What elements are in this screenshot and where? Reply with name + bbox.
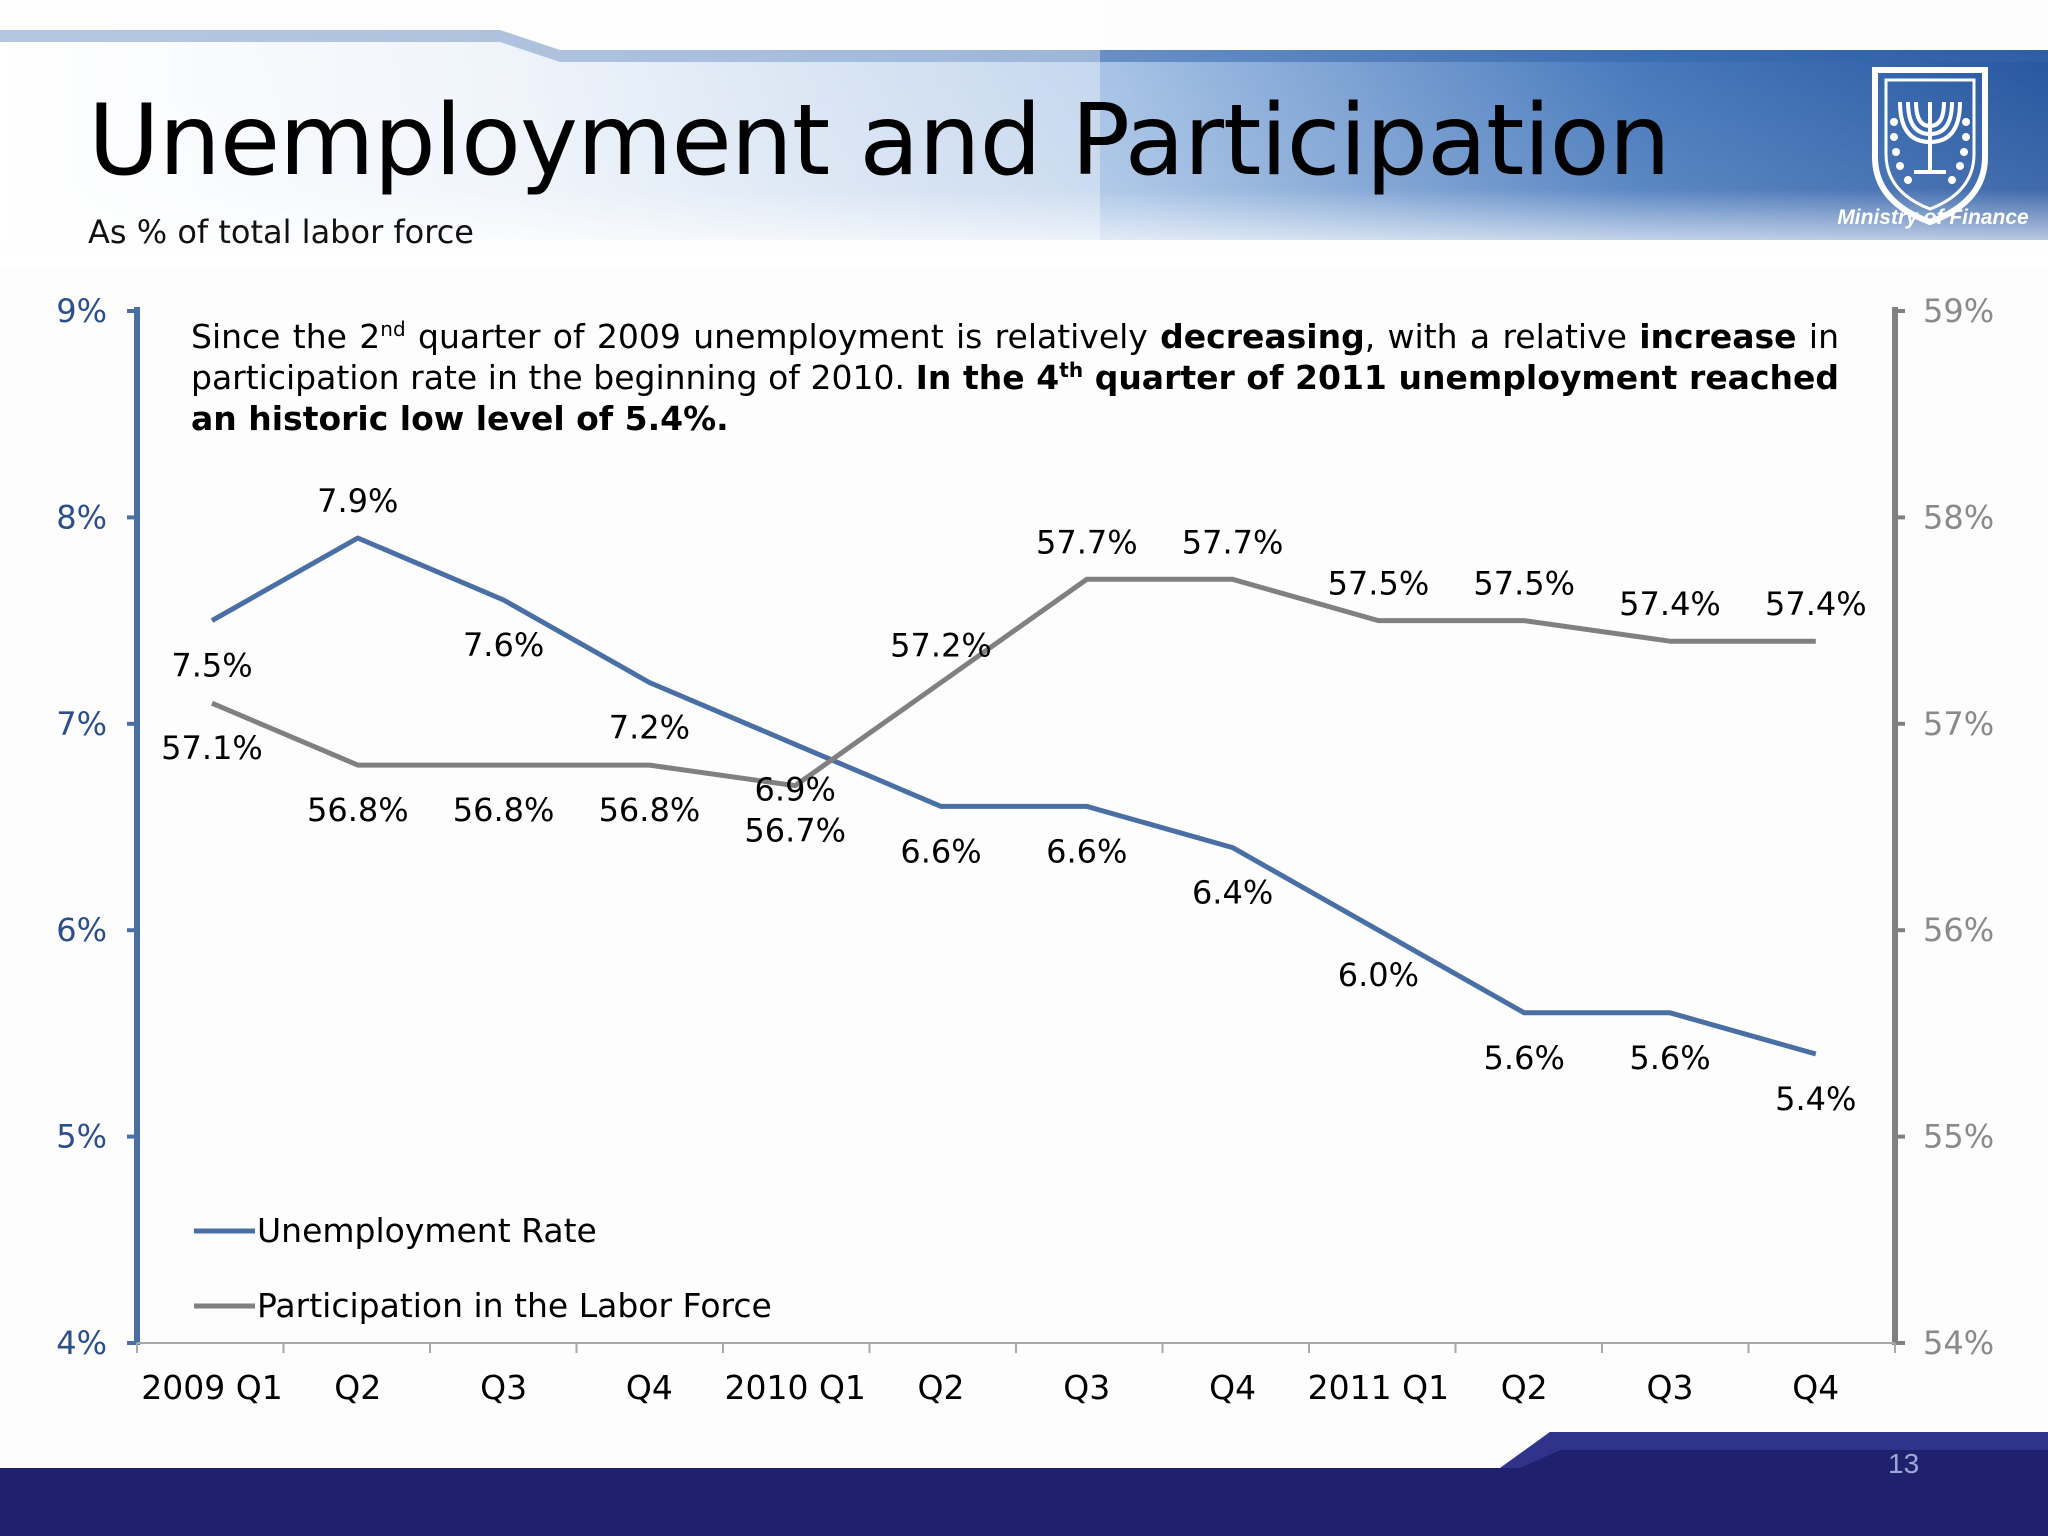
slide-subtitle: As % of total labor force: [88, 213, 474, 251]
x-axis-tick-label: Q3: [1063, 1368, 1110, 1407]
right-axis-tick-label: 57%: [1923, 705, 1994, 743]
slide-title: Unemployment and Participation: [88, 84, 1671, 198]
right-axis-tick-label: 58%: [1923, 498, 1994, 536]
logo-caption: Ministry of Finance: [1837, 206, 2029, 229]
note-superscript: nd: [380, 317, 406, 341]
left-axis-tick-label: 8%: [56, 498, 107, 536]
left-axis-tick-label: 5%: [56, 1118, 107, 1156]
x-axis-tick-label: Q3: [1647, 1368, 1694, 1407]
data-label: 57.5%: [1473, 565, 1575, 603]
right-axis-tick-label: 56%: [1923, 911, 1994, 949]
x-axis-tick-label: Q4: [626, 1368, 673, 1407]
right-axis-tick-label: 54%: [1923, 1324, 1994, 1362]
data-label: 57.5%: [1328, 565, 1430, 603]
series-lines-layer: [210, 535, 1817, 1057]
x-axis-tick-label: Q4: [1792, 1368, 1839, 1407]
x-axis-tick-label: Q3: [480, 1368, 527, 1407]
data-label: 5.4%: [1775, 1080, 1856, 1118]
note-text: in participation rate in the beginning o…: [191, 317, 1839, 397]
data-label: 57.7%: [1036, 523, 1138, 561]
ministry-emblem-icon: [1872, 67, 1988, 226]
data-label: 6.6%: [1046, 832, 1127, 870]
data-label: 6.0%: [1338, 956, 1419, 994]
data-label: 56.8%: [453, 791, 555, 829]
data-label: 56.7%: [744, 812, 846, 850]
series-line-1: [211, 576, 1816, 789]
page-number: 13: [1888, 1448, 1920, 1479]
data-label: 5.6%: [1484, 1039, 1565, 1077]
data-label: 7.2%: [609, 709, 690, 747]
data-label: 57.4%: [1619, 585, 1721, 623]
note-text: quarter of 2009 unemployment is relative…: [405, 317, 1161, 356]
axes-layer: 4% 5% 6% 7% 8% 9% 54% 55% 56% 57% 58% 59% 2009 Q1 Q2 Q…: [56, 292, 1994, 1407]
data-label: 56.8%: [599, 791, 701, 829]
data-label: 57.4%: [1765, 585, 1867, 623]
left-axis-tick-label: 7%: [56, 705, 107, 743]
note-bold: increase: [1639, 317, 1797, 356]
x-axis-tick-label: 2010 Q1: [724, 1368, 865, 1407]
footer-bar: [0, 1432, 2048, 1536]
header-background: [0, 0, 2048, 270]
note-text: Since the 2: [191, 317, 381, 356]
legend-label: Unemployment Rate: [257, 1211, 597, 1250]
legend-label: Participation in the Labor Force: [257, 1286, 772, 1325]
x-axis-tick-label: Q2: [1501, 1368, 1548, 1407]
x-axis-tick-label: Q2: [334, 1368, 381, 1407]
x-axis-tick-label: Q2: [918, 1368, 965, 1407]
x-axis-tick-label: 2009 Q1: [141, 1368, 282, 1407]
note-bold: In the 4: [915, 358, 1060, 397]
note-bold: decreasing: [1160, 317, 1365, 356]
note-bold: quarter of 2011 unemployment reached an …: [191, 358, 1840, 438]
data-labels-layer: 7.5% 7.9% 7.6% 7.2% 6.9% 6.6% 6.6% 6.4% 6.0% 5.6%…: [161, 482, 1866, 1118]
data-label: 5.6%: [1629, 1039, 1710, 1077]
data-label: 6.9%: [755, 770, 836, 808]
data-label: 6.4%: [1192, 874, 1273, 912]
x-axis-tick-label: 2011 Q1: [1308, 1368, 1449, 1407]
right-axis-tick-label: 59%: [1923, 292, 1994, 330]
left-axis-tick-label: 9%: [56, 292, 107, 330]
data-label: 57.1%: [161, 729, 263, 767]
x-axis-tick-label: Q4: [1209, 1368, 1256, 1407]
data-label: 57.7%: [1182, 523, 1284, 561]
chart-annotation: Since the 2nd quarter of 2009 unemployme…: [191, 316, 1839, 439]
data-label: 6.6%: [900, 832, 981, 870]
data-label: 56.8%: [307, 791, 409, 829]
legend: Unemployment Rate Participation in the La…: [194, 1211, 772, 1325]
left-axis-tick-label: 4%: [56, 1324, 107, 1362]
data-label: 57.2%: [890, 627, 992, 665]
right-axis-tick-label: 55%: [1923, 1118, 1994, 1156]
data-label: 7.6%: [463, 626, 544, 664]
data-label: 7.5%: [171, 647, 252, 685]
data-label: 7.9%: [317, 482, 398, 520]
left-axis-tick-label: 6%: [56, 911, 107, 949]
note-text: , with a relative: [1364, 317, 1640, 356]
series-line-0: [210, 535, 1817, 1057]
note-superscript: th: [1059, 358, 1084, 382]
